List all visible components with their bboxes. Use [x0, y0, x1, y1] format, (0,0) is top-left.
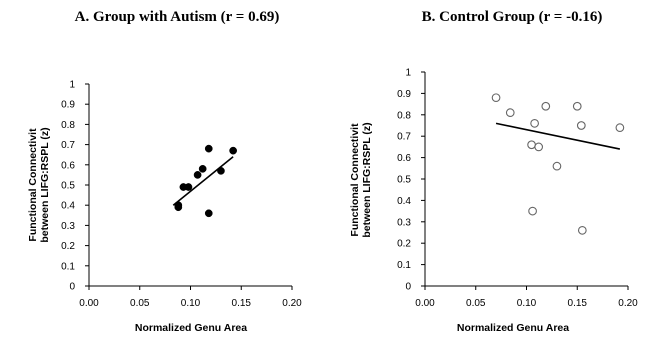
- data-point: [193, 171, 202, 179]
- y-tick-label: 0.8: [397, 110, 411, 121]
- data-point: [204, 144, 213, 153]
- y-tick-label: 0: [69, 282, 75, 293]
- x-axis-label: Normalized Genu Area: [457, 322, 569, 334]
- x-tick-label: 0.15: [568, 298, 588, 309]
- y-tick-label: 0.1: [397, 260, 411, 271]
- x-tick-label: 0.00: [79, 298, 99, 309]
- y-tick-label: 0.2: [397, 239, 411, 250]
- x-axis-label: Normalized Genu Area: [135, 322, 247, 334]
- y-tick-label: 0.9: [61, 100, 75, 111]
- data-point: [572, 101, 582, 111]
- x-tick-label: 0.05: [130, 298, 150, 309]
- trend-line: [495, 122, 621, 150]
- y-tick-label: 1: [405, 68, 411, 79]
- y-tick-label: 0.8: [61, 120, 75, 131]
- y-tick-label: 0.1: [61, 261, 75, 272]
- chart-panel-2: B. Control Group (r = -0.16) 0 0.1 0.2 0.3 0.…: [349, 9, 638, 334]
- y-tick-label: 0.3: [397, 217, 411, 228]
- chart-title: A. Group with Autism (r = 0.69): [75, 9, 280, 25]
- data-point: [530, 119, 539, 128]
- data-point: [576, 121, 586, 130]
- data-point: [217, 167, 225, 175]
- data-point: [615, 123, 625, 132]
- y-axis-label-line1: Functional Connectivit: [349, 123, 361, 237]
- y-tick-label: 0.9: [397, 89, 411, 100]
- data-point: [528, 206, 537, 216]
- y-axis-label-line2: between LIFG:RSPL (z): [361, 122, 373, 237]
- y-tick-label: 0.5: [397, 175, 411, 186]
- x-tick-label: 0.20: [282, 298, 302, 309]
- data-point: [577, 226, 587, 235]
- data-point: [229, 146, 237, 155]
- x-tick-label: 0.05: [466, 298, 486, 309]
- trend-line: [172, 156, 234, 206]
- data-point: [534, 142, 544, 152]
- y-tick-label: 0.2: [61, 241, 75, 252]
- data-point: [174, 203, 183, 212]
- y-tick-label: 0: [405, 282, 411, 293]
- y-tick-label: 0.3: [61, 221, 75, 232]
- x-tick-label: 0.20: [618, 298, 638, 309]
- y-axis-label-line1: Functional Connectivit: [27, 128, 39, 242]
- x-tick-label: 0.10: [181, 298, 201, 309]
- data-point: [505, 108, 515, 118]
- chart-title: B. Control Group (r = -0.16): [422, 9, 603, 25]
- data-point: [184, 183, 193, 191]
- y-tick-label: 0.7: [61, 140, 75, 151]
- x-tick-label: 0.10: [517, 298, 537, 309]
- x-tick-label: 0.15: [232, 298, 252, 309]
- x-tick-label: 0.00: [415, 298, 435, 309]
- y-tick-label: 0.5: [61, 181, 75, 192]
- y-tick-label: 0.4: [397, 196, 411, 207]
- data-point: [541, 101, 551, 111]
- y-axis-label-line2: between LIFG:RSPL (z): [39, 127, 51, 242]
- chart-panel-1: A. Group with Autism (r = 0.69) 0 0.1 0.2 0.…: [27, 9, 302, 334]
- data-point: [552, 161, 562, 171]
- data-point: [491, 93, 501, 103]
- y-tick-label: 0.7: [397, 132, 411, 143]
- y-tick-label: 0.4: [61, 201, 75, 212]
- y-tick-label: 0.6: [61, 160, 75, 171]
- y-tick-label: 1: [69, 80, 75, 91]
- data-point: [198, 164, 207, 173]
- data-point: [527, 140, 536, 150]
- data-point: [204, 209, 213, 218]
- y-tick-label: 0.6: [397, 153, 411, 164]
